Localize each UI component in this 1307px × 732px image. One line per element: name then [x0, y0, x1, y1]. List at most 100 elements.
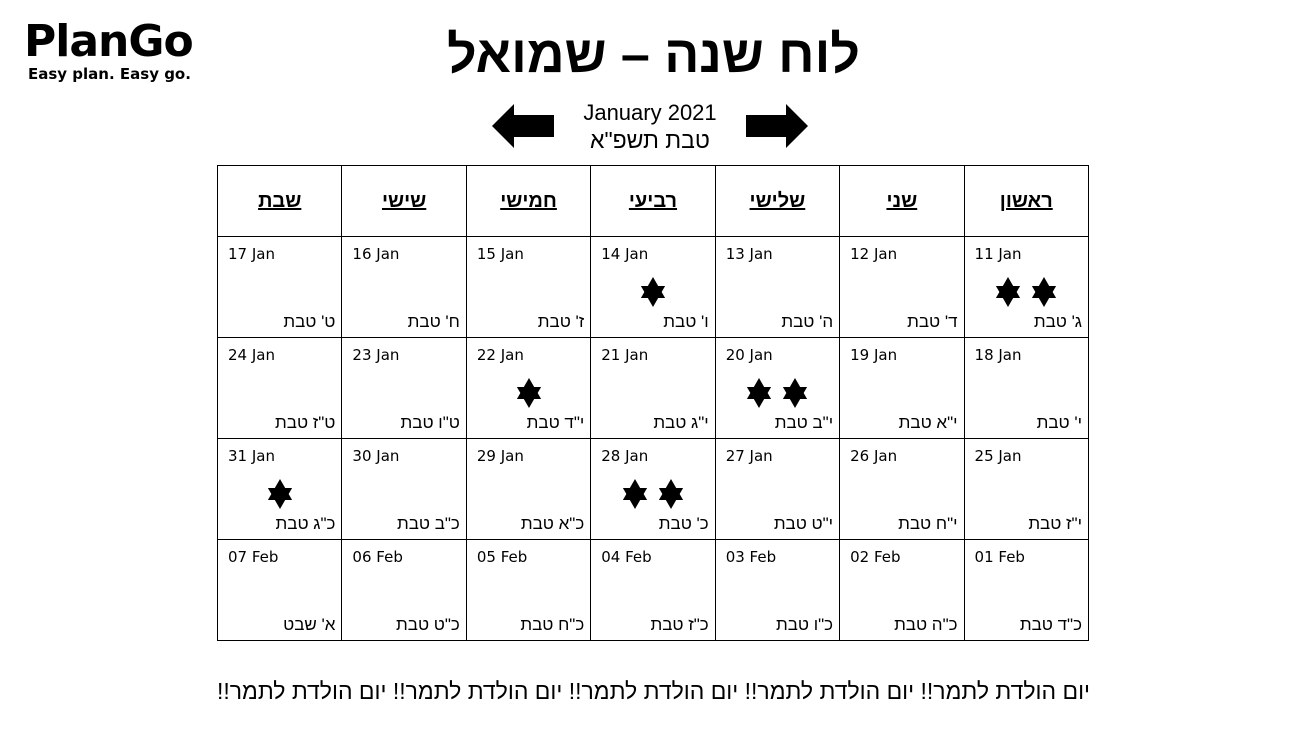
birthday-banner: יום הולדת לתמר!! יום הולדת לתמר!! יום הו…: [216, 678, 1091, 704]
day-cell[interactable]: 01 Feb כ"ד טבת: [963, 539, 1090, 641]
event-markers: [467, 378, 590, 408]
gregorian-date: 30 Jan: [352, 447, 400, 465]
day-cell[interactable]: 15 Jan ז' טבת: [465, 236, 592, 338]
gregorian-date: 22 Jan: [476, 346, 524, 364]
day-cell[interactable]: 20 Jan י"ב טבת: [714, 337, 841, 439]
next-month-button[interactable]: [744, 104, 808, 148]
day-cell[interactable]: 25 Jan י"ז טבת: [963, 438, 1090, 540]
arrow-left-icon: [492, 104, 556, 148]
day-cell[interactable]: 17 Jan ט' טבת: [216, 236, 343, 338]
gregorian-date: 19 Jan: [850, 346, 898, 364]
gregorian-date: 01 Feb: [974, 548, 1025, 566]
month-label: January 2021 טבת תשפ"א: [560, 100, 740, 154]
day-cell[interactable]: 12 Jan ד' טבת: [839, 236, 965, 338]
hebrew-date: ד' טבת: [907, 312, 958, 331]
brand-name: PlanGo: [24, 16, 194, 67]
hebrew-date: כ"ח טבת: [520, 615, 585, 634]
day-cell[interactable]: 27 Jan י"ט טבת: [714, 438, 841, 540]
gregorian-date: 05 Feb: [476, 548, 528, 566]
star-of-david-icon: [782, 378, 808, 408]
hebrew-date: ג' טבת: [1033, 312, 1082, 331]
day-cell[interactable]: 30 Jan כ"ב טבת: [341, 438, 467, 540]
day-cell[interactable]: 24 Jan ט"ז טבת: [216, 337, 343, 439]
weekday-header: ראשון: [963, 165, 1090, 237]
event-markers: [965, 277, 1088, 307]
day-cell[interactable]: 06 Feb כ"ט טבת: [341, 539, 467, 641]
calendar-week-row: 31 Jan כ"ג טבת 30 Jan כ"ב טבת 29 Jan כ"א טבת 2…: [216, 438, 1090, 540]
weekday-header: שני: [839, 165, 965, 237]
event-markers: [218, 479, 341, 509]
day-cell[interactable]: 26 Jan י"ח טבת: [839, 438, 965, 540]
star-of-david-icon: [1031, 277, 1057, 307]
gregorian-date: 23 Jan: [352, 346, 400, 364]
gregorian-date: 20 Jan: [725, 346, 773, 364]
hebrew-date: י"א טבת: [898, 413, 958, 432]
hebrew-date: י"ט טבת: [773, 514, 834, 533]
event-markers: [591, 277, 714, 307]
day-cell[interactable]: 02 Feb כ"ה טבת: [839, 539, 965, 641]
day-cell[interactable]: 03 Feb כ"ו טבת: [714, 539, 841, 641]
hebrew-date: כ' טבת: [658, 514, 709, 533]
weekday-header: שבת: [216, 165, 343, 237]
weekday-header: שישי: [341, 165, 467, 237]
star-of-david-icon: [267, 479, 293, 509]
calendar-week-row: 07 Feb א' שבט 06 Feb כ"ט טבת 05 Feb כ"ח טבת 04…: [216, 539, 1090, 641]
weekday-header-row: שבת שישי חמישי רביעי שלישי שני ראשון: [216, 165, 1090, 237]
hebrew-date: א' שבט: [283, 615, 336, 634]
gregorian-date: 11 Jan: [974, 245, 1022, 263]
day-cell[interactable]: 23 Jan ט"ו טבת: [341, 337, 467, 439]
day-cell[interactable]: 16 Jan ח' טבת: [341, 236, 467, 338]
prev-month-button[interactable]: [492, 104, 556, 148]
calendar-week-row: 24 Jan ט"ז טבת 23 Jan ט"ו טבת 22 Jan י"ד טבת 2…: [216, 337, 1090, 439]
day-cell[interactable]: 05 Feb כ"ח טבת: [465, 539, 592, 641]
page-title: לוח שנה – שמואל: [446, 26, 860, 84]
gregorian-month: January 2021: [583, 100, 717, 125]
day-cell[interactable]: 11 Jan ג' טבת: [963, 236, 1090, 338]
gregorian-date: 17 Jan: [228, 245, 275, 263]
star-of-david-icon: [995, 277, 1021, 307]
gregorian-date: 18 Jan: [974, 346, 1022, 364]
hebrew-date: ה' טבת: [781, 312, 834, 331]
hebrew-date: ז' טבת: [537, 312, 585, 331]
day-cell[interactable]: 31 Jan כ"ג טבת: [216, 438, 343, 540]
calendar-week-row: 17 Jan ט' טבת 16 Jan ח' טבת 15 Jan ז' טבת 14 J…: [216, 236, 1090, 338]
hebrew-date: כ"ד טבת: [1019, 615, 1082, 634]
day-cell[interactable]: 28 Jan כ' טבת: [590, 438, 716, 540]
gregorian-date: 07 Feb: [228, 548, 279, 566]
day-cell[interactable]: 04 Feb כ"ז טבת: [590, 539, 716, 641]
day-cell[interactable]: 14 Jan ו' טבת: [590, 236, 716, 338]
star-of-david-icon: [658, 479, 684, 509]
gregorian-date: 02 Feb: [850, 548, 901, 566]
hebrew-date: ו' טבת: [663, 312, 709, 331]
weekday-header: רביעי: [590, 165, 716, 237]
gregorian-date: 29 Jan: [476, 447, 524, 465]
day-cell[interactable]: 07 Feb א' שבט: [216, 539, 343, 641]
hebrew-date: ח' טבת: [407, 312, 460, 331]
day-cell[interactable]: 13 Jan ה' טבת: [714, 236, 841, 338]
gregorian-date: 27 Jan: [725, 447, 773, 465]
hebrew-date: ט"ו טבת: [400, 413, 460, 432]
day-cell[interactable]: 19 Jan י"א טבת: [839, 337, 965, 439]
gregorian-date: 14 Jan: [601, 245, 649, 263]
star-of-david-icon: [516, 378, 542, 408]
brand-tagline: Easy plan. Easy go.: [28, 65, 191, 83]
gregorian-date: 28 Jan: [601, 447, 649, 465]
hebrew-date: כ"א טבת: [520, 514, 585, 533]
day-cell[interactable]: 22 Jan י"ד טבת: [465, 337, 592, 439]
hebrew-date: י"ח טבת: [898, 514, 958, 533]
hebrew-date: ט"ז טבת: [275, 413, 336, 432]
gregorian-date: 21 Jan: [601, 346, 649, 364]
arrow-right-icon: [744, 104, 808, 148]
day-cell[interactable]: 21 Jan י"ג טבת: [590, 337, 716, 439]
gregorian-date: 03 Feb: [725, 548, 777, 566]
gregorian-date: 12 Jan: [850, 245, 898, 263]
star-of-david-icon: [622, 479, 648, 509]
hebrew-date: כ"ו טבת: [776, 615, 834, 634]
day-cell[interactable]: 18 Jan י' טבת: [963, 337, 1090, 439]
hebrew-date: כ"ט טבת: [396, 615, 460, 634]
month-navigation: January 2021 טבת תשפ"א: [0, 100, 1307, 156]
day-cell[interactable]: 29 Jan כ"א טבת: [465, 438, 592, 540]
hebrew-date: כ"ג טבת: [275, 514, 336, 533]
weekday-header: חמישי: [465, 165, 592, 237]
gregorian-date: 04 Feb: [601, 548, 652, 566]
